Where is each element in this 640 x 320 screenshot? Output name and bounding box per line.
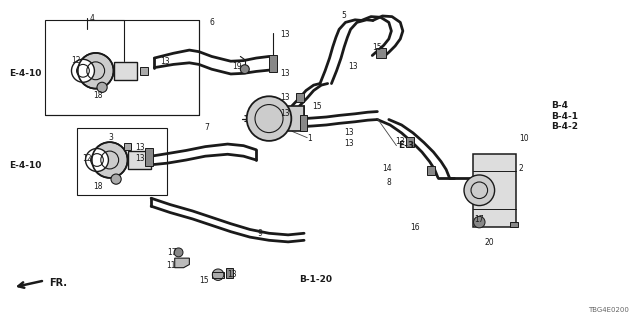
- Text: 18: 18: [93, 91, 103, 100]
- Text: 1: 1: [307, 134, 312, 143]
- Text: B-4: B-4: [550, 101, 568, 110]
- Text: 12: 12: [72, 56, 81, 65]
- Text: 19: 19: [232, 62, 242, 71]
- Text: B-4-2: B-4-2: [550, 122, 578, 131]
- Text: E-4-10: E-4-10: [9, 69, 42, 78]
- Bar: [296, 93, 304, 102]
- Bar: [264, 106, 304, 131]
- Text: 14: 14: [383, 164, 392, 173]
- Text: 20: 20: [484, 238, 494, 247]
- Circle shape: [246, 96, 291, 141]
- Bar: [473, 154, 516, 227]
- Bar: [427, 166, 435, 175]
- Bar: [127, 151, 151, 169]
- Bar: [113, 62, 137, 80]
- Text: 13: 13: [280, 69, 290, 78]
- Bar: [145, 148, 153, 166]
- Text: 5: 5: [342, 12, 347, 20]
- Circle shape: [78, 53, 113, 89]
- Text: TBG4E0200: TBG4E0200: [588, 307, 629, 313]
- Text: 8: 8: [387, 179, 392, 188]
- Text: 2: 2: [519, 164, 524, 173]
- Text: 13: 13: [344, 128, 354, 137]
- Bar: [45, 20, 199, 116]
- Text: 13: 13: [349, 62, 358, 71]
- Bar: [406, 137, 414, 147]
- Text: 13: 13: [228, 269, 237, 279]
- Text: 16: 16: [410, 223, 420, 232]
- Circle shape: [464, 175, 495, 205]
- Text: 11: 11: [166, 261, 175, 270]
- Text: B-4-1: B-4-1: [550, 112, 578, 121]
- Text: 13: 13: [135, 154, 145, 163]
- Bar: [124, 143, 131, 150]
- Text: 13: 13: [280, 30, 290, 39]
- Text: 9: 9: [257, 229, 262, 238]
- Circle shape: [111, 174, 121, 184]
- Circle shape: [241, 65, 249, 74]
- Text: 13: 13: [135, 143, 145, 152]
- Circle shape: [474, 216, 485, 228]
- Text: 13: 13: [280, 109, 290, 118]
- Text: 15: 15: [372, 43, 382, 52]
- Text: 17: 17: [474, 215, 484, 224]
- Circle shape: [97, 82, 107, 92]
- Text: FR.: FR.: [49, 278, 67, 288]
- Text: 12: 12: [83, 154, 92, 163]
- Text: 10: 10: [519, 134, 529, 143]
- Polygon shape: [175, 258, 189, 268]
- Text: 15: 15: [199, 276, 209, 285]
- Text: 13: 13: [395, 137, 405, 146]
- Text: 13: 13: [280, 93, 290, 102]
- Circle shape: [92, 142, 127, 178]
- Circle shape: [86, 148, 108, 172]
- Text: 7: 7: [204, 123, 209, 132]
- Circle shape: [212, 269, 224, 280]
- Text: 15: 15: [312, 102, 322, 111]
- Bar: [145, 157, 152, 164]
- Bar: [300, 115, 307, 131]
- Bar: [376, 49, 387, 58]
- Bar: [212, 272, 225, 278]
- Text: 13: 13: [344, 139, 354, 148]
- Bar: [140, 67, 148, 75]
- Circle shape: [72, 59, 95, 82]
- Text: B-1-20: B-1-20: [300, 275, 333, 284]
- Bar: [269, 55, 276, 72]
- Bar: [226, 268, 234, 278]
- Bar: [510, 222, 518, 227]
- Text: 6: 6: [209, 18, 214, 27]
- Text: 3: 3: [109, 133, 113, 142]
- Text: 17: 17: [167, 248, 177, 257]
- Text: 18: 18: [93, 182, 103, 191]
- Text: 4: 4: [90, 14, 94, 23]
- Circle shape: [174, 248, 183, 257]
- Text: E-3: E-3: [397, 141, 414, 150]
- Text: E-4-10: E-4-10: [9, 161, 42, 170]
- Bar: [77, 128, 167, 195]
- Text: 13: 13: [161, 57, 170, 66]
